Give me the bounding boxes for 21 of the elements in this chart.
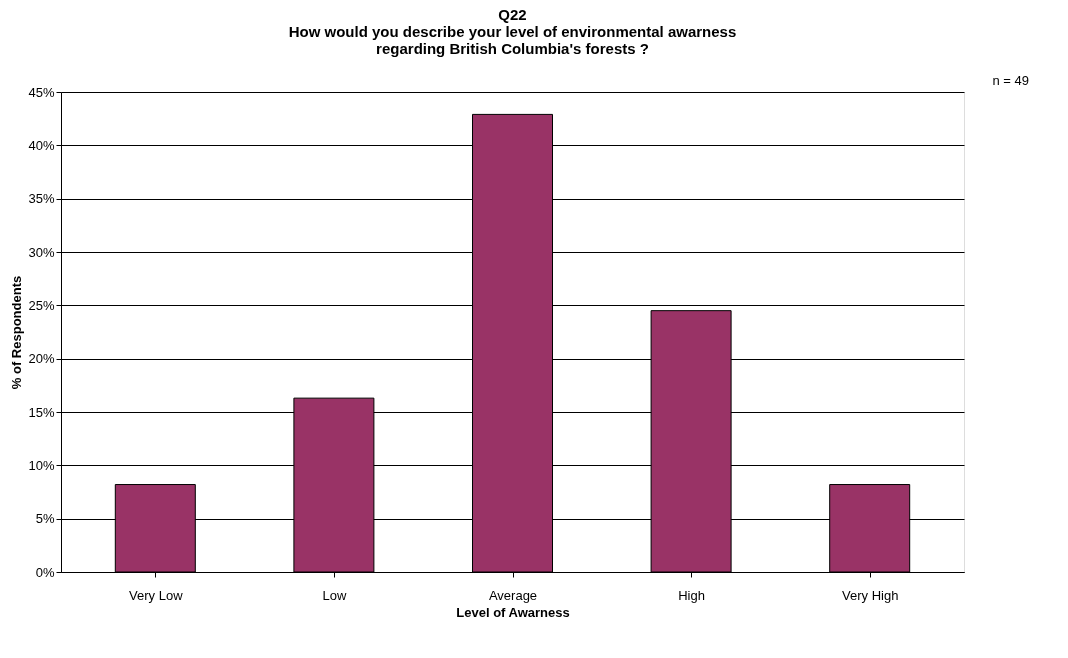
- text: regarding British Columbia's forests ?: [376, 40, 649, 57]
- y-tick-label: 25%: [28, 297, 55, 313]
- x-tick-label: Very Low: [129, 587, 184, 603]
- y-tick-label: 40%: [28, 137, 55, 153]
- y-tick-label: 20%: [28, 351, 55, 367]
- y-tick-label: 10%: [28, 457, 55, 473]
- x-tick-label: Average: [488, 587, 538, 603]
- x-tick-label: High: [678, 587, 705, 603]
- y-tick-label: 0%: [35, 564, 55, 580]
- y-tick-label: 15%: [28, 404, 55, 420]
- x-tick-label: Very High: [842, 587, 899, 603]
- y-tick-label: 30%: [28, 244, 55, 260]
- text: n = 49: [992, 73, 1029, 88]
- y-tick-label: 5%: [35, 511, 55, 527]
- text: Q22: [498, 6, 527, 23]
- y-axis-title: % of Respondents: [9, 275, 25, 390]
- x-axis-title: Level of Awarness: [456, 604, 570, 620]
- y-tick-label: 45%: [28, 84, 55, 100]
- x-tick-label: Low: [322, 587, 347, 603]
- text: How would you describe your level of environmental awarness: [288, 23, 737, 40]
- y-tick-label: 35%: [28, 191, 55, 207]
